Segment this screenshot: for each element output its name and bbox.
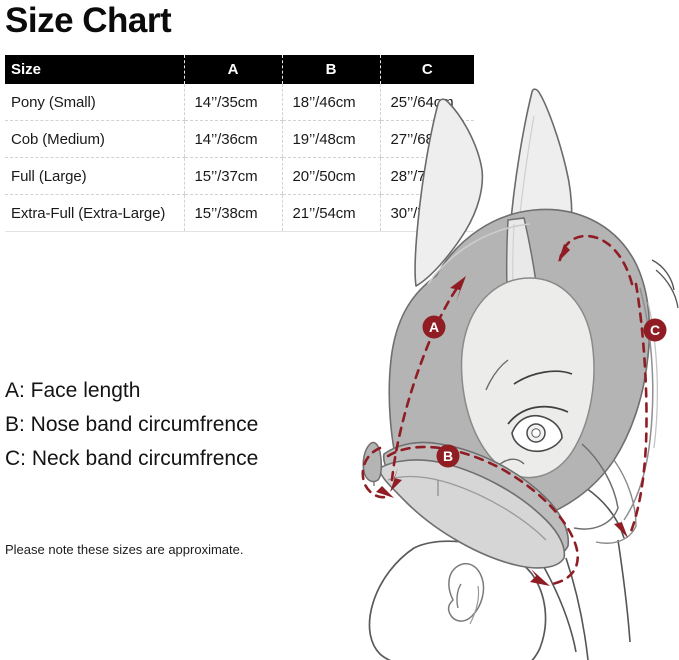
- horse-fly-mask-illustration: A B C: [318, 88, 679, 660]
- marker-b-label: B: [443, 448, 453, 464]
- legend-item-a: A: Face length: [5, 379, 141, 402]
- column-header-a: A: [183, 55, 282, 84]
- horse-eye: [485, 359, 573, 471]
- cell-a: 15’’/38cm: [183, 194, 282, 232]
- approximate-sizes-note: Please note these sizes are approximate.: [5, 542, 244, 557]
- cell-b: 20’’/50cm: [281, 157, 380, 195]
- table-body: Pony (Small) 14’’/35cm 18’’/46cm 25’’/64…: [5, 84, 474, 232]
- legend-item-c: C: Neck band circumfrence: [5, 447, 259, 470]
- guide-line-c: [628, 282, 648, 536]
- size-table-container: Size A B C Pony (Small) 14’’/35cm 18’’/4…: [5, 55, 474, 232]
- cell-b: 19’’/48cm: [281, 120, 380, 158]
- marker-a: A: [422, 315, 446, 339]
- table-row: Extra-Full (Extra-Large) 15’’/38cm 21’’/…: [5, 194, 474, 232]
- cell-b: 18’’/46cm: [281, 84, 380, 121]
- table-header: Size A B C: [5, 55, 474, 84]
- column-header-size: Size: [5, 55, 184, 84]
- marker-c-label: C: [650, 322, 660, 338]
- cell-a: 15’’/37cm: [183, 157, 282, 195]
- marker-a-label: A: [429, 319, 439, 335]
- page-title: Size Chart: [5, 1, 172, 40]
- table-row: Pony (Small) 14’’/35cm 18’’/46cm 25’’/64…: [5, 84, 474, 121]
- cell-size: Pony (Small): [5, 84, 184, 121]
- table-header-row: Size A B C: [5, 55, 474, 84]
- guide-line-a: [390, 282, 462, 482]
- column-header-b: B: [281, 55, 380, 84]
- marker-b: B: [436, 444, 460, 468]
- cell-a: 14’’/36cm: [183, 120, 282, 158]
- cell-a: 14’’/35cm: [183, 84, 282, 121]
- marker-c: C: [643, 318, 667, 342]
- cell-size: Full (Large): [5, 157, 184, 195]
- cell-b: 21’’/54cm: [281, 194, 380, 232]
- cell-size: Cob (Medium): [5, 120, 184, 158]
- column-header-c: C: [379, 55, 474, 84]
- legend-item-b: B: Nose band circumfrence: [5, 413, 259, 436]
- measurement-legend: A: Face length B: Nose band circumfrence…: [5, 374, 335, 476]
- cell-size: Extra-Full (Extra-Large): [5, 194, 184, 232]
- size-table: Size A B C Pony (Small) 14’’/35cm 18’’/4…: [5, 55, 474, 232]
- measurement-arrowheads: [376, 244, 628, 586]
- guide-line-b-wrap: [361, 446, 392, 499]
- guide-line-b: [386, 445, 579, 586]
